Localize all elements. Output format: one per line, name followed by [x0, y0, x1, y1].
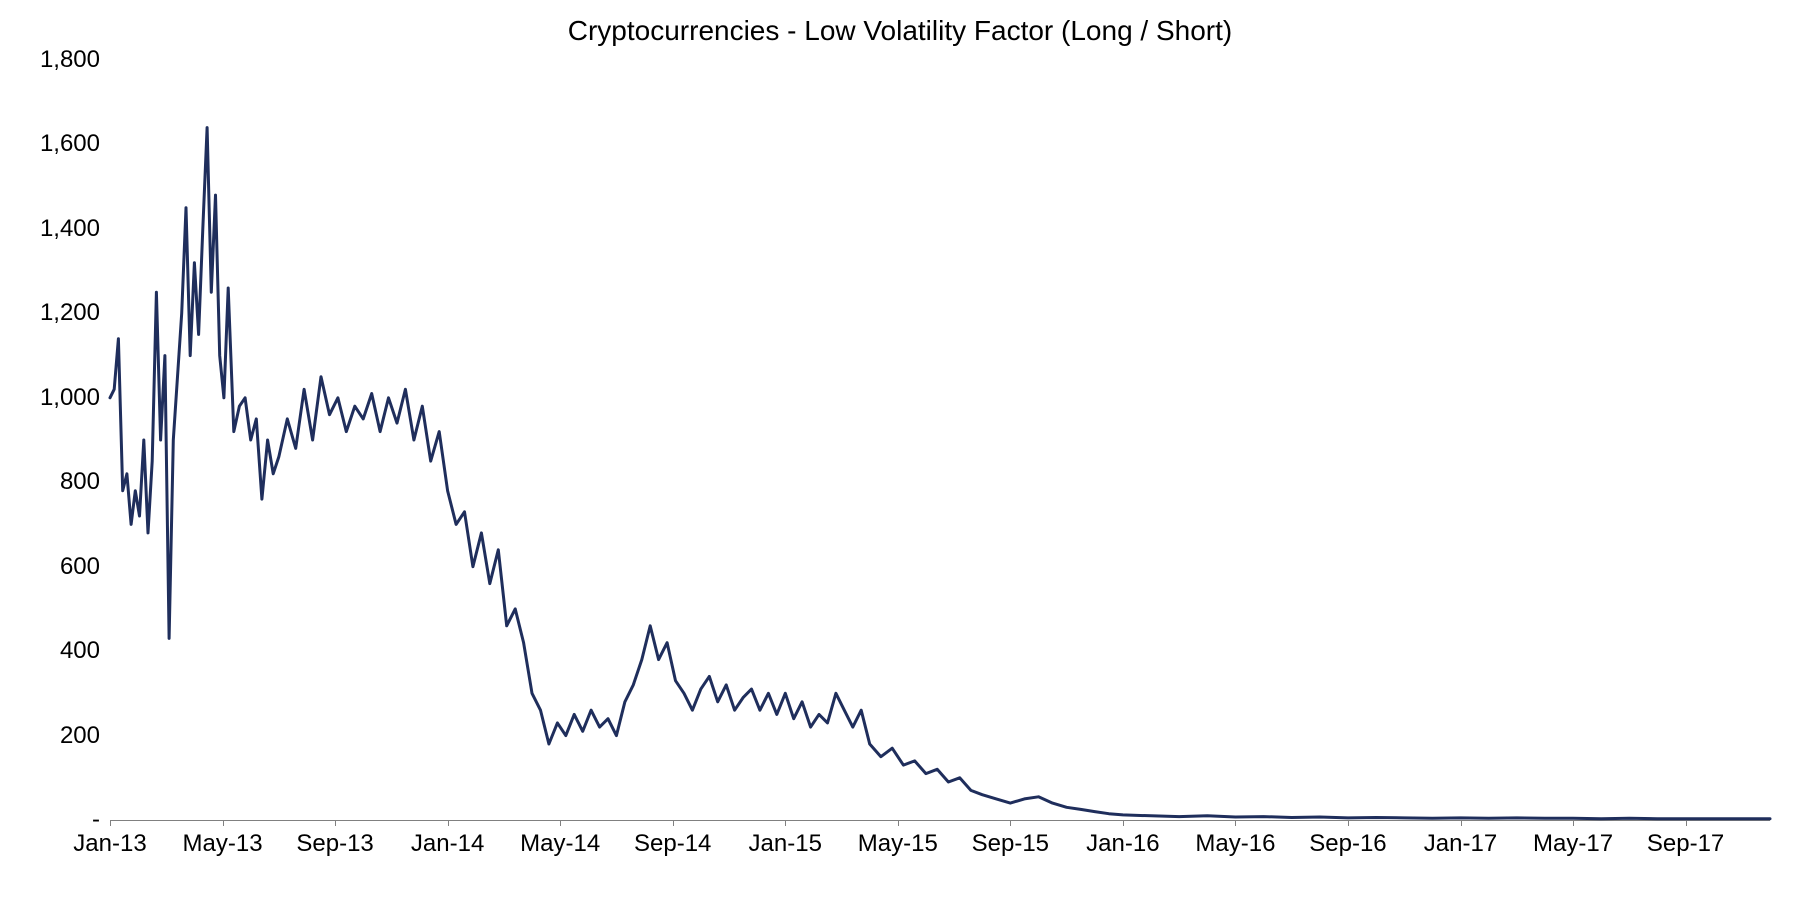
- y-tick-label: 200: [20, 722, 100, 750]
- x-tick: [110, 820, 111, 826]
- x-tick-label: May-14: [520, 830, 600, 858]
- x-tick-label: Jan-13: [73, 830, 146, 858]
- x-tick: [1461, 820, 1462, 826]
- y-tick-label: 1,000: [20, 384, 100, 412]
- y-tick-label: 1,200: [20, 299, 100, 327]
- y-tick-label: 1,600: [20, 130, 100, 158]
- x-tick-label: Jan-15: [749, 830, 822, 858]
- x-tick-label: May-13: [183, 830, 263, 858]
- y-tick-label: 1,800: [20, 46, 100, 74]
- x-tick-label: Jan-14: [411, 830, 484, 858]
- chart-plot-area: [110, 60, 1770, 820]
- x-tick: [560, 820, 561, 826]
- x-tick: [1348, 820, 1349, 826]
- x-tick: [1686, 820, 1687, 826]
- x-tick-label: May-17: [1533, 830, 1613, 858]
- x-tick: [785, 820, 786, 826]
- x-tick: [1573, 820, 1574, 826]
- x-tick: [223, 820, 224, 826]
- x-tick-label: Sep-17: [1647, 830, 1724, 858]
- x-tick-label: Jan-16: [1086, 830, 1159, 858]
- x-tick: [448, 820, 449, 826]
- x-tick: [673, 820, 674, 826]
- x-tick-label: May-15: [858, 830, 938, 858]
- x-tick: [335, 820, 336, 826]
- y-tick-label: 400: [20, 637, 100, 665]
- x-tick-label: Jan-17: [1424, 830, 1497, 858]
- y-tick-label: 1,400: [20, 215, 100, 243]
- x-tick-label: Sep-14: [634, 830, 711, 858]
- x-tick: [1010, 820, 1011, 826]
- x-tick: [1235, 820, 1236, 826]
- x-tick-label: May-16: [1195, 830, 1275, 858]
- series-line: [110, 128, 1770, 819]
- chart-title: Cryptocurrencies - Low Volatility Factor…: [0, 15, 1800, 47]
- x-tick: [898, 820, 899, 826]
- chart-container: Cryptocurrencies - Low Volatility Factor…: [0, 0, 1800, 900]
- x-tick-label: Sep-13: [296, 830, 373, 858]
- y-tick-label: 600: [20, 553, 100, 581]
- x-tick-label: Sep-15: [972, 830, 1049, 858]
- x-axis-baseline: [110, 820, 1770, 821]
- y-tick-label: 800: [20, 468, 100, 496]
- x-tick: [1123, 820, 1124, 826]
- x-tick-label: Sep-16: [1309, 830, 1386, 858]
